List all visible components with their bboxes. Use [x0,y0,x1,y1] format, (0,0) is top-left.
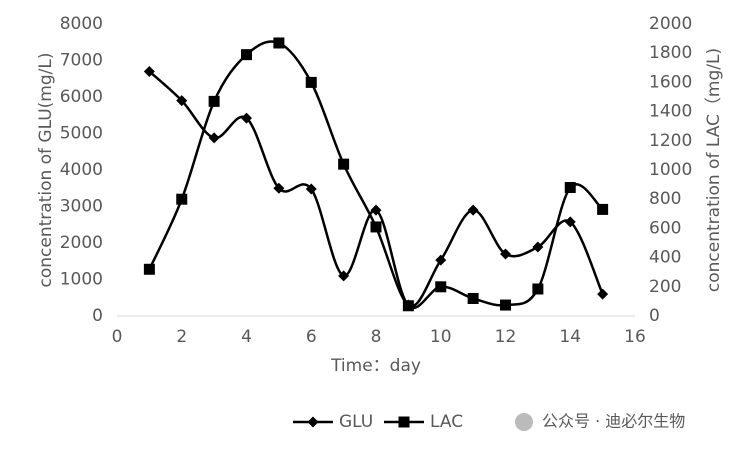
legend-marker [398,416,410,428]
y-tick-label: 2000 [60,233,103,253]
y-tick-label: 6000 [60,87,103,107]
data-point [273,37,285,49]
legend-label: LAC [430,412,463,432]
y2-axis-title: concentration of LAC（mg/L) [704,48,724,292]
data-point [402,300,414,312]
y-tick-label: 1000 [60,270,103,290]
y-tick-label: 7000 [60,51,103,71]
data-point [435,281,447,293]
x-tick-label: 10 [430,327,452,347]
y-tick-label: 5000 [60,124,103,144]
watermark: 公众号 · 迪必尔生物 [542,412,685,431]
watermark-icon [515,413,533,431]
data-point [532,283,544,295]
data-point [208,132,220,144]
data-point [370,221,382,233]
data-point [467,292,479,304]
x-tick-label: 12 [495,327,517,347]
y-tick-label: 3000 [60,197,103,217]
data-point [500,248,511,260]
data-point [208,95,220,107]
y-axis-title: concentration of GLU(mg/L) [36,53,56,288]
y2-tick-label: 1800 [649,43,692,63]
data-point [241,49,252,61]
data-point [176,95,188,107]
data-point [338,270,350,282]
data-point [338,158,350,170]
data-point [467,204,479,216]
data-point [597,288,609,300]
data-point [370,204,382,216]
data-point [597,203,609,215]
y2-tick-label: 400 [649,248,681,268]
x-tick-label: 6 [306,327,317,347]
data-point [564,216,576,228]
data-point [532,241,544,253]
data-point [305,183,317,195]
data-point [273,182,285,194]
data-point [143,65,155,77]
y-tick-label: 4000 [60,160,103,180]
x-tick-label: 8 [371,327,382,347]
x-axis-title: Time：day [330,356,421,376]
y-tick-label: 8000 [60,14,103,34]
x-tick-label: 16 [624,327,646,347]
y2-tick-label: 2000 [649,14,692,34]
legend-marker [307,416,319,428]
data-point [435,254,447,266]
data-point [143,263,155,275]
x-tick-label: 4 [241,327,252,347]
y2-tick-label: 800 [649,189,681,209]
y2-tick-label: 1000 [649,160,692,180]
data-point [305,76,317,88]
y2-tick-label: 1600 [649,72,692,92]
y2-tick-label: 600 [649,218,681,238]
data-point [564,182,576,194]
y-tick-label: 0 [92,306,103,326]
x-tick-label: 0 [112,327,123,347]
data-point [176,193,188,205]
y2-tick-label: 1400 [649,102,692,122]
y2-tick-label: 200 [649,277,681,297]
data-point [241,112,252,124]
y2-tick-label: 0 [649,306,660,326]
y2-tick-label: 1200 [649,131,692,151]
x-tick-label: 14 [559,327,581,347]
x-tick-label: 2 [176,327,187,347]
data-point [500,299,511,311]
legend-label: GLU [339,412,373,432]
